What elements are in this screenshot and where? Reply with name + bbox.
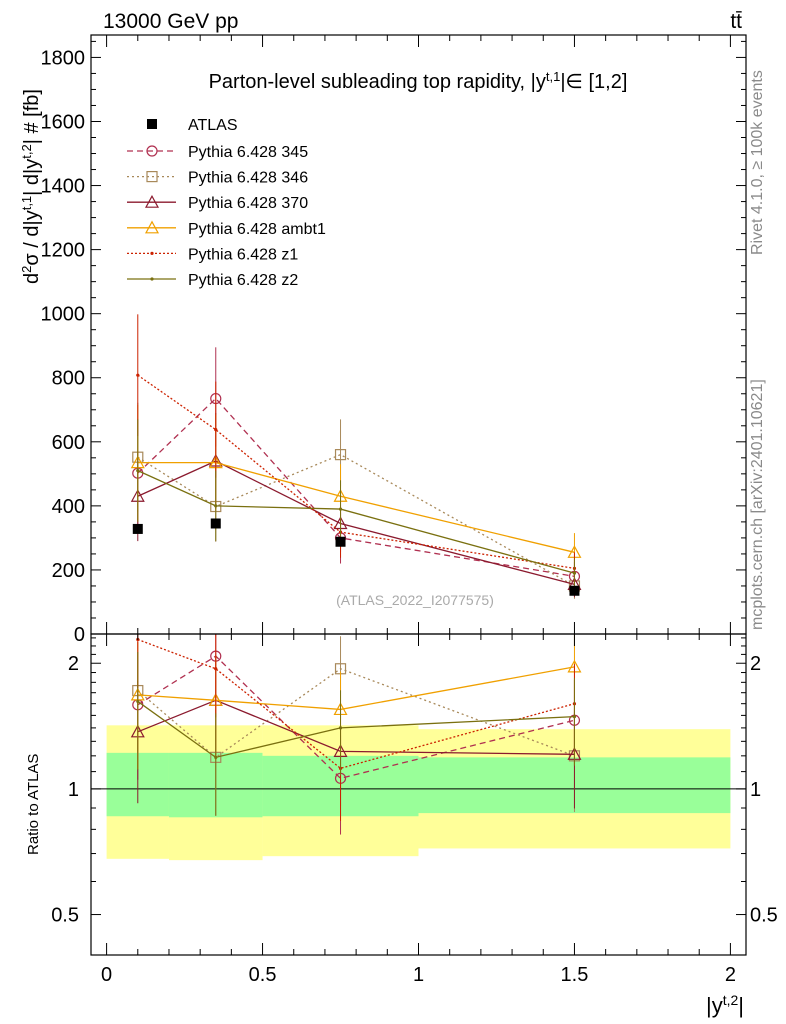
- x-tick-label: 0: [101, 964, 112, 986]
- marker-dot: [214, 504, 218, 508]
- series-line: [137, 461, 575, 553]
- legend-label: Pythia 6.428 ambt1: [188, 221, 326, 238]
- marker-filled-square: [569, 585, 580, 596]
- x-axis-label: |yt,2|: [706, 992, 744, 1018]
- series-line: [137, 453, 575, 587]
- legend-label: Pythia 6.428 346: [188, 170, 308, 187]
- y-tick-label: 1200: [41, 240, 86, 262]
- marker-dot: [150, 251, 154, 255]
- series-atlas: [132, 518, 580, 596]
- legend-marker: [147, 119, 157, 129]
- header-left: 13000 GeV pp: [103, 10, 238, 33]
- ratio-tick-label: 0.5: [51, 905, 79, 927]
- marker-square: [334, 449, 347, 461]
- marker-filled-square: [335, 536, 346, 547]
- y-tick-label: 600: [52, 432, 85, 454]
- ratio-bands: [91, 725, 746, 861]
- legend-label: Pythia 6.428 z2: [188, 272, 298, 289]
- marker-dot: [572, 571, 577, 575]
- marker-triangle: [144, 194, 160, 208]
- header-right: tt̄: [730, 10, 742, 33]
- marker-triangle: [144, 220, 160, 234]
- ratio-line: [137, 699, 575, 755]
- x-tick-label: 2: [725, 964, 736, 986]
- y-tick-label: 1000: [41, 304, 86, 326]
- ratio-line: [137, 638, 575, 770]
- marker-filled-square: [132, 523, 143, 534]
- marker-dot: [214, 428, 218, 432]
- ratio-plot-area: [130, 634, 582, 835]
- x-tick-label: 1: [413, 964, 424, 986]
- side-label-top: Rivet 4.1.0, ≥ 100k events: [749, 70, 766, 255]
- ratio-line: [137, 668, 575, 759]
- y-tick-label: 800: [52, 368, 85, 390]
- y-tick-label: 1600: [41, 111, 86, 133]
- marker-filled-square: [210, 518, 221, 529]
- legend-label: Pythia 6.428 z1: [188, 246, 298, 263]
- side-label-bottom: mcplots.cern.ch [arXiv:2401.10621]: [749, 379, 766, 630]
- marker-dot: [214, 755, 218, 759]
- ratio-y-axis-label: Ratio to ATLAS: [25, 754, 42, 855]
- ratio-tick-label-right: 0.5: [750, 905, 778, 927]
- ratio-tick-label-right: 1: [750, 779, 761, 801]
- marker-dot: [572, 714, 577, 719]
- series-pythia-6-428-370: [130, 412, 582, 598]
- marker-dot: [136, 699, 140, 704]
- y-tick-label: 400: [52, 496, 85, 518]
- ratio-tick-label: 1: [68, 779, 79, 801]
- ratio-line: [137, 655, 575, 780]
- marker-dot: [136, 469, 140, 473]
- y-tick-label: 1800: [41, 47, 86, 69]
- ratio-series: [136, 651, 577, 816]
- x-tick-label: 1.5: [561, 964, 589, 986]
- ratio-line: [137, 700, 575, 759]
- x-axis: 0 0.5 1 1.5 2: [101, 35, 736, 986]
- ratio-tick-label: 2: [68, 653, 79, 675]
- marker-dot: [338, 726, 343, 730]
- y-tick-label: 0: [74, 624, 85, 646]
- marker-dot: [214, 667, 218, 671]
- ratio-y-axis: 0.5 0.5 1 1 2 2: [51, 637, 778, 927]
- series-line: [137, 374, 575, 569]
- main-plot-area: [130, 314, 582, 599]
- series-pythia-6-428-ambt1: [130, 404, 582, 572]
- marker-dot: [136, 373, 140, 377]
- marker-square: [146, 171, 158, 183]
- series-pythia-6-428-z2: [136, 419, 577, 588]
- chart-title: Parton-level subleading top rapidity, |y…: [209, 69, 628, 94]
- legend-label: ATLAS: [188, 117, 238, 134]
- legend-label: Pythia 6.428 345: [188, 144, 308, 161]
- series-line: [137, 470, 575, 574]
- y-tick-label: 200: [52, 560, 85, 582]
- marker-dot: [150, 277, 154, 281]
- ratio-tick-label-right: 2: [750, 653, 761, 675]
- y-axis-label: d2σ / d|yt,1| d|yt,2| # [fb]: [19, 89, 44, 284]
- x-tick-label: 0.5: [249, 964, 277, 986]
- ratio-line: [137, 666, 575, 711]
- main-y-axis: 0 200 400 600 800 1000 1200 1400 1600 1800: [41, 40, 746, 646]
- y-tick-label: 1400: [41, 176, 86, 198]
- marker-dot: [338, 507, 343, 511]
- series-pythia-6-428-z1: [136, 314, 577, 585]
- series-pythia-6-428-346: [132, 402, 581, 599]
- watermark: (ATLAS_2022_I2077575): [336, 592, 494, 608]
- series-line: [137, 460, 575, 585]
- legend-label: Pythia 6.428 370: [188, 195, 308, 212]
- legend: ATLAS Pythia 6.428 345 Pythia 6.428 346 Pyt…: [127, 117, 326, 289]
- marker-circle: [146, 145, 158, 157]
- series-line: [137, 397, 575, 577]
